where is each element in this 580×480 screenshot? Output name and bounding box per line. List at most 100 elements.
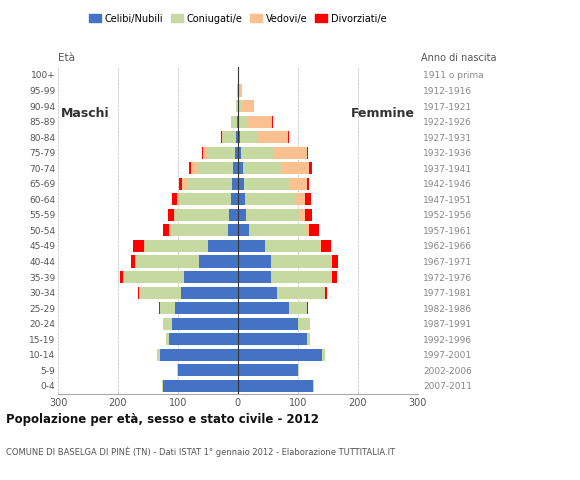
Bar (182, 178, 187, 190)
Bar (271, 271, 331, 283)
Bar (238, 116, 239, 128)
Bar (173, 209, 176, 221)
Bar (164, 224, 169, 237)
Bar (325, 287, 327, 299)
Bar (244, 178, 289, 190)
Bar (172, 318, 238, 330)
Bar (289, 178, 307, 190)
Bar (230, 209, 238, 221)
Bar (177, 364, 178, 376)
Bar (321, 240, 331, 252)
Bar (272, 116, 273, 128)
Bar (120, 271, 124, 283)
Bar (246, 209, 300, 221)
Bar (238, 131, 240, 143)
Bar (203, 146, 208, 159)
Bar (222, 131, 224, 143)
Bar (197, 162, 233, 174)
Bar (305, 209, 312, 221)
Bar (236, 131, 238, 143)
Bar (179, 178, 182, 190)
Bar (176, 209, 230, 221)
Bar (238, 224, 249, 237)
Bar (238, 271, 271, 283)
Bar (332, 255, 338, 267)
Bar (139, 287, 181, 299)
Bar (332, 271, 336, 283)
Bar (238, 333, 307, 345)
Bar (160, 302, 175, 314)
Bar (238, 193, 245, 205)
Bar (277, 287, 325, 299)
Bar (136, 255, 199, 267)
Bar (236, 100, 238, 112)
Text: Anno di nascita: Anno di nascita (420, 52, 496, 62)
Bar (233, 162, 238, 174)
Bar (231, 116, 232, 128)
Bar (171, 224, 227, 237)
Bar (239, 84, 242, 96)
Bar (307, 302, 308, 314)
Bar (241, 146, 274, 159)
Bar (163, 318, 172, 330)
Bar (238, 348, 322, 361)
Bar (175, 302, 238, 314)
Bar (322, 348, 325, 361)
Bar (298, 318, 310, 330)
Bar (202, 146, 203, 159)
Bar (189, 162, 191, 174)
Text: Età: Età (58, 52, 75, 62)
Bar (264, 240, 319, 252)
Bar (238, 318, 298, 330)
Bar (157, 348, 160, 361)
Bar (238, 364, 298, 376)
Bar (307, 178, 309, 190)
Bar (162, 380, 163, 392)
Bar (177, 193, 180, 205)
Bar (237, 84, 238, 96)
Bar (288, 131, 289, 143)
Bar (331, 255, 332, 267)
Bar (166, 333, 169, 345)
Bar (169, 224, 171, 237)
Bar (245, 193, 296, 205)
Bar (307, 333, 310, 345)
Bar (239, 116, 248, 128)
Bar (169, 333, 238, 345)
Bar (168, 209, 173, 221)
Bar (208, 240, 238, 252)
Bar (238, 255, 271, 267)
Bar (124, 271, 184, 283)
Bar (296, 193, 305, 205)
Bar (145, 240, 208, 252)
Bar (238, 209, 246, 221)
Bar (184, 271, 238, 283)
Bar (238, 287, 277, 299)
Bar (242, 162, 281, 174)
Bar (249, 224, 306, 237)
Bar (238, 302, 289, 314)
Bar (178, 364, 238, 376)
Bar (289, 302, 307, 314)
Bar (172, 193, 177, 205)
Bar (181, 287, 238, 299)
Bar (313, 380, 314, 392)
Bar (238, 84, 239, 96)
Bar (238, 380, 313, 392)
Bar (232, 116, 237, 128)
Bar (144, 240, 145, 252)
Bar (309, 224, 320, 237)
Text: Popolazione per età, sesso e stato civile - 2012: Popolazione per età, sesso e stato civil… (6, 413, 319, 426)
Legend: Celibi/Nubili, Coniugati/e, Vedovi/e, Divorziati/e: Celibi/Nubili, Coniugati/e, Vedovi/e, Di… (85, 10, 390, 27)
Text: Maschi: Maschi (61, 108, 110, 120)
Bar (231, 193, 238, 205)
Bar (309, 162, 311, 174)
Bar (199, 255, 238, 267)
Bar (238, 178, 244, 190)
Bar (137, 287, 139, 299)
Bar (238, 162, 242, 174)
Bar (258, 131, 288, 143)
Bar (281, 162, 309, 174)
Bar (130, 255, 135, 267)
Bar (238, 146, 241, 159)
